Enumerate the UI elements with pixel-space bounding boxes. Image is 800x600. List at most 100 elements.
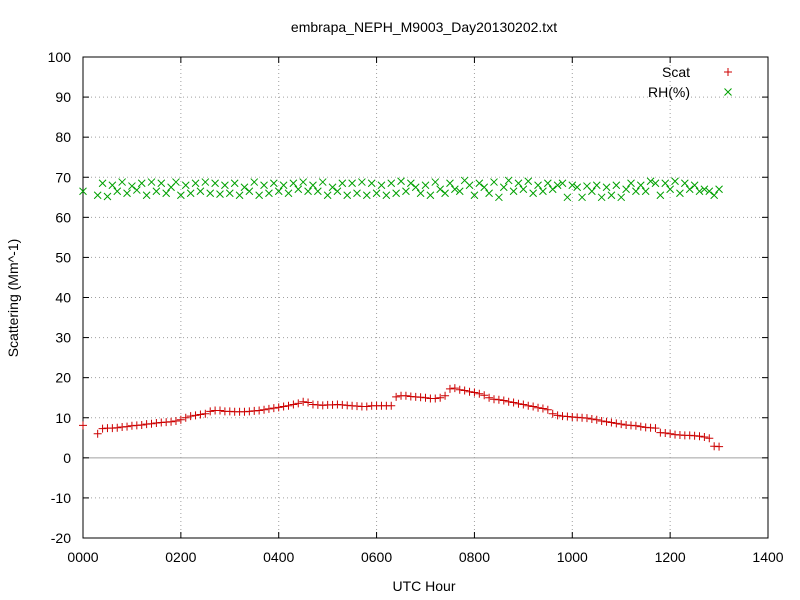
data-point <box>504 397 513 406</box>
data-point <box>382 191 391 200</box>
data-point <box>142 191 151 200</box>
data-point <box>666 185 674 194</box>
data-point <box>328 183 337 192</box>
data-point <box>529 189 537 198</box>
data-point <box>387 401 396 410</box>
data-point <box>172 178 180 186</box>
x-tick-label: 1000 <box>557 549 588 565</box>
data-point <box>465 181 474 190</box>
data-point <box>431 394 440 403</box>
data-point <box>406 179 415 188</box>
data-point <box>475 389 484 398</box>
data-point <box>260 405 269 414</box>
grid-lines <box>83 57 768 538</box>
data-point <box>617 193 626 202</box>
data-point <box>196 410 205 419</box>
data-point <box>470 388 479 397</box>
data-point <box>607 191 616 200</box>
data-point <box>221 181 229 190</box>
data-point <box>333 187 342 196</box>
data-point <box>441 391 450 400</box>
data-point <box>485 189 493 198</box>
data-point <box>314 187 322 196</box>
data-point <box>480 391 489 400</box>
data-point <box>294 399 303 408</box>
data-point <box>367 179 376 188</box>
legend: Scat RH(%) <box>648 64 732 100</box>
data-point <box>485 393 494 402</box>
data-point <box>402 187 410 196</box>
data-point <box>123 189 131 198</box>
data-point <box>323 191 332 200</box>
data-point <box>289 179 298 188</box>
data-point <box>79 421 87 430</box>
legend-cross-icon <box>724 88 732 96</box>
y-tick-label: 80 <box>55 129 71 145</box>
data-point <box>534 181 542 190</box>
data-point <box>137 179 146 188</box>
data-point <box>534 403 543 412</box>
data-point <box>358 178 366 186</box>
data-point <box>558 179 567 188</box>
data-point <box>421 393 430 402</box>
data-point <box>715 185 723 194</box>
data-point <box>274 403 283 412</box>
x-tick-label: 0800 <box>459 549 490 565</box>
data-point <box>93 429 102 438</box>
data-point <box>392 189 400 198</box>
y-tick-label: -20 <box>51 530 71 546</box>
data-point <box>147 178 156 186</box>
data-point <box>685 185 694 194</box>
data-point <box>451 185 459 194</box>
data-point <box>676 189 684 198</box>
data-point <box>201 178 210 186</box>
data-point <box>123 422 132 431</box>
data-point <box>436 393 445 402</box>
data-point <box>690 181 699 190</box>
data-point <box>309 181 317 190</box>
data-point <box>128 182 136 190</box>
data-point <box>607 418 616 427</box>
data-point <box>445 384 454 393</box>
y-tick-label: 20 <box>55 370 71 386</box>
data-point <box>695 432 704 441</box>
data-point <box>661 428 670 437</box>
data-point <box>563 193 572 202</box>
data-point <box>651 424 660 433</box>
data-point <box>113 187 122 196</box>
data-point <box>343 191 352 200</box>
y-tick-label: 70 <box>55 169 71 185</box>
data-point <box>700 432 709 441</box>
data-point <box>553 181 562 190</box>
data-point <box>588 187 596 196</box>
data-point <box>612 419 621 428</box>
data-point <box>147 419 156 428</box>
data-point <box>206 407 215 416</box>
data-point <box>372 189 381 198</box>
data-point <box>362 191 371 200</box>
data-point <box>265 189 273 198</box>
data-point <box>446 179 454 188</box>
data-point <box>524 401 533 410</box>
data-point <box>196 187 205 196</box>
data-point <box>152 187 161 196</box>
data-point <box>240 183 249 192</box>
data-point <box>490 178 498 186</box>
legend-plus-icon <box>724 68 732 76</box>
data-point <box>186 189 195 198</box>
data-point <box>514 399 523 408</box>
data-point <box>543 405 552 414</box>
data-point <box>450 384 459 393</box>
data-point <box>353 189 361 198</box>
data-point <box>338 179 347 188</box>
data-point <box>167 417 176 426</box>
data-point <box>553 411 562 420</box>
data-point <box>587 414 596 423</box>
y-tick-label: 40 <box>55 290 71 306</box>
data-point <box>509 398 518 407</box>
data-point <box>416 189 425 198</box>
data-point <box>524 177 533 186</box>
data-point <box>118 178 126 186</box>
data-point <box>411 183 420 192</box>
data-point <box>299 178 308 186</box>
